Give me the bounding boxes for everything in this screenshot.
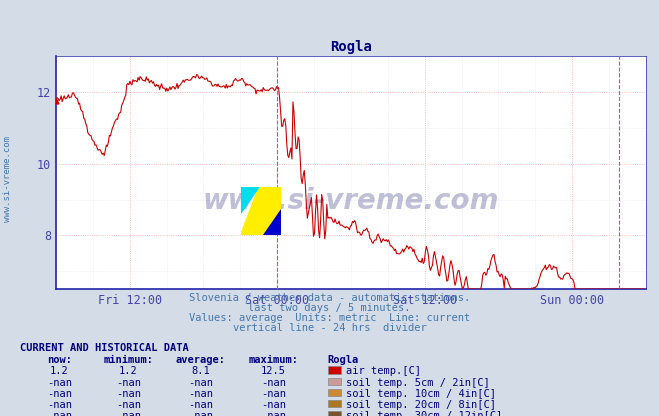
Text: soil temp. 20cm / 8in[C]: soil temp. 20cm / 8in[C] — [346, 400, 496, 410]
Text: -nan: -nan — [188, 378, 214, 388]
Text: -nan: -nan — [188, 389, 214, 399]
Text: -nan: -nan — [116, 389, 141, 399]
Text: now:: now: — [47, 355, 72, 365]
Text: -nan: -nan — [47, 411, 72, 416]
Text: air temp.[C]: air temp.[C] — [346, 366, 421, 376]
Text: 8.1: 8.1 — [192, 366, 210, 376]
Polygon shape — [263, 209, 281, 235]
Text: -nan: -nan — [261, 389, 286, 399]
Text: -nan: -nan — [188, 400, 214, 410]
Text: -nan: -nan — [47, 400, 72, 410]
Text: vertical line - 24 hrs  divider: vertical line - 24 hrs divider — [233, 323, 426, 333]
Text: -nan: -nan — [116, 400, 141, 410]
Text: www.si-vreme.com: www.si-vreme.com — [3, 136, 13, 222]
Text: soil temp. 30cm / 12in[C]: soil temp. 30cm / 12in[C] — [346, 411, 502, 416]
Text: maximum:: maximum: — [248, 355, 299, 365]
Text: Slovenia / weather data - automatic stations.: Slovenia / weather data - automatic stat… — [189, 293, 470, 303]
Text: www.si-vreme.com: www.si-vreme.com — [203, 187, 499, 215]
Text: -nan: -nan — [261, 400, 286, 410]
Text: 1.2: 1.2 — [119, 366, 138, 376]
Title: Rogla: Rogla — [330, 40, 372, 54]
Text: CURRENT AND HISTORICAL DATA: CURRENT AND HISTORICAL DATA — [20, 343, 188, 353]
Text: Values: average  Units: metric  Line: current: Values: average Units: metric Line: curr… — [189, 313, 470, 323]
Text: soil temp. 10cm / 4in[C]: soil temp. 10cm / 4in[C] — [346, 389, 496, 399]
Text: 1.2: 1.2 — [50, 366, 69, 376]
Text: -nan: -nan — [47, 378, 72, 388]
Text: -nan: -nan — [47, 389, 72, 399]
Text: 12.5: 12.5 — [261, 366, 286, 376]
Text: last two days / 5 minutes.: last two days / 5 minutes. — [248, 303, 411, 313]
Text: -nan: -nan — [261, 378, 286, 388]
Text: -nan: -nan — [116, 411, 141, 416]
Text: average:: average: — [176, 355, 226, 365]
Text: -nan: -nan — [261, 411, 286, 416]
Text: minimum:: minimum: — [103, 355, 154, 365]
Polygon shape — [241, 187, 259, 213]
Text: -nan: -nan — [188, 411, 214, 416]
Text: -nan: -nan — [116, 378, 141, 388]
Text: Rogla: Rogla — [327, 355, 358, 365]
Polygon shape — [241, 187, 281, 235]
Text: soil temp. 5cm / 2in[C]: soil temp. 5cm / 2in[C] — [346, 378, 490, 388]
